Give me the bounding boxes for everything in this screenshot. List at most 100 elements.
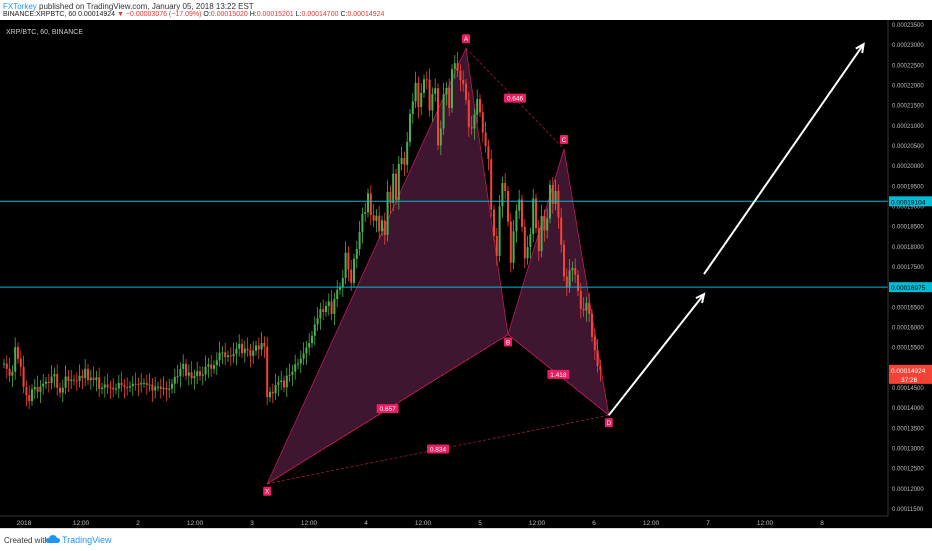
candle-body: [64, 376, 67, 388]
candle-body: [151, 384, 154, 391]
tradingview-brand-link[interactable]: TradingView: [62, 535, 112, 545]
y-tick-label: 0.00019500: [892, 184, 924, 190]
candle-body: [479, 99, 481, 113]
candle-body: [241, 343, 243, 354]
candle-body: [425, 79, 428, 81]
x-tick-label: 12:00: [643, 520, 660, 527]
candle-body: [246, 348, 249, 351]
candle-body: [305, 347, 308, 354]
y-tick-label: 0.00014500: [892, 386, 924, 392]
candle-body: [372, 215, 375, 221]
candle-body: [157, 386, 159, 388]
candle-body: [434, 88, 437, 94]
candle-body: [554, 190, 557, 204]
y-tick-label: 0.00014000: [892, 406, 924, 412]
candle-body: [308, 343, 311, 348]
candle-body: [493, 209, 495, 237]
candle-body: [325, 305, 327, 312]
change-arrow-icon: ▼: [117, 11, 124, 18]
ratio-label-bg: [547, 369, 570, 379]
candle-body: [106, 384, 109, 388]
candle-body: [591, 313, 593, 337]
x-tick-label: 12:00: [529, 520, 546, 527]
candle-body: [453, 63, 456, 70]
candle-body: [283, 380, 285, 388]
candle-body: [582, 308, 585, 311]
x-tick-label: 3: [250, 520, 254, 527]
candle-body: [560, 217, 563, 245]
x-tick-label: 12:00: [415, 520, 432, 527]
candle-body: [249, 350, 252, 356]
candle-body: [465, 83, 467, 100]
symbol-label: BINANCE:XRPBTC, 60: [3, 11, 77, 18]
candle-body: [112, 387, 115, 390]
candle-body: [445, 88, 448, 95]
y-tick-label: 0.00011500: [892, 507, 924, 513]
y-tick-label: 0.00012000: [892, 487, 924, 493]
candle-body: [5, 363, 8, 369]
candle-body: [442, 94, 445, 129]
candle-body: [145, 382, 148, 385]
candle-body: [243, 348, 246, 354]
candle-body: [229, 355, 232, 357]
created-with-label: Created with: [4, 536, 49, 545]
candle-body: [481, 112, 484, 133]
candle-body: [291, 371, 294, 375]
candle-body: [462, 80, 465, 84]
candle-body: [19, 358, 22, 367]
candle-body: [476, 99, 479, 115]
candle-body: [406, 141, 409, 165]
candle-body: [557, 190, 560, 218]
candle-body: [87, 368, 89, 381]
candle-body: [532, 198, 535, 235]
candle-body: [25, 386, 28, 396]
candle-body: [263, 343, 266, 347]
y-tick-label: 0.00015500: [892, 346, 924, 352]
y-tick-label: 0.00022500: [892, 63, 924, 69]
candle-body: [215, 360, 218, 366]
candle-body: [417, 82, 420, 108]
candle-body: [134, 383, 137, 385]
candle-body: [47, 381, 50, 383]
candle-body: [280, 380, 283, 383]
x-tick-label: 2: [136, 520, 140, 527]
ratio-label-bg: [504, 93, 526, 103]
candle-body: [75, 380, 78, 382]
y-tick-label: 0.00021500: [892, 104, 924, 110]
point-label-bg: [604, 418, 613, 428]
candle-body: [509, 221, 512, 263]
candle-body: [451, 69, 453, 108]
candle-body: [165, 387, 168, 390]
level-label: 0.00019104: [891, 199, 926, 206]
candle-body: [523, 226, 526, 259]
candle-body: [173, 376, 176, 384]
chart-legend: XRP/BTC, 60, BINANCE: [6, 29, 83, 36]
symbol-ohlc-line: BINANCE:XRPBTC, 60 0.00014924 ▼ −0.00003…: [3, 11, 384, 18]
candle-body: [266, 346, 269, 398]
ratio-label-bg: [376, 404, 399, 414]
high-label: H:: [249, 11, 257, 18]
open-label: O:: [203, 11, 211, 18]
candle-body: [540, 215, 543, 252]
candle-body: [45, 381, 47, 384]
candle-body: [252, 350, 255, 356]
candle-body: [302, 353, 305, 359]
last-price-bg: [889, 364, 932, 384]
candle-body: [103, 384, 106, 388]
candle-body: [101, 387, 103, 389]
chart-area[interactable]: XRP/BTC, 60, BINANCE 0.00019104 0.00016975…: [0, 20, 932, 528]
y-tick-label: 0.00023500: [892, 23, 924, 29]
candle-body: [420, 92, 423, 108]
author-link[interactable]: FXTorkey: [3, 2, 37, 11]
footer: Created with TradingView: [0, 528, 932, 551]
y-tick-label: 0.00023000: [892, 43, 924, 49]
close-value: 0.00014924: [347, 11, 385, 18]
x-tick-label: 12:00: [757, 520, 774, 527]
candle-body: [260, 343, 263, 350]
price-chart[interactable]: XRP/BTC, 60, BINANCE 0.00019104 0.00016975…: [0, 20, 932, 528]
candle-body: [355, 249, 358, 259]
candle-body: [190, 372, 193, 379]
candle-body: [56, 374, 59, 388]
candle-body: [389, 191, 392, 204]
candle-body: [311, 335, 313, 344]
